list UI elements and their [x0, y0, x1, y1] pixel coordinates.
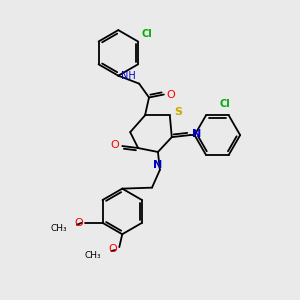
Text: Cl: Cl	[141, 28, 152, 38]
Text: O: O	[109, 244, 117, 254]
Text: S: S	[174, 107, 182, 117]
Text: O: O	[74, 218, 83, 228]
Text: N: N	[192, 129, 201, 139]
Text: Cl: Cl	[219, 99, 230, 110]
Text: O: O	[167, 89, 176, 100]
Text: NH: NH	[122, 70, 136, 81]
Text: N: N	[153, 160, 163, 170]
Text: CH₃: CH₃	[50, 224, 67, 233]
Text: CH₃: CH₃	[85, 250, 101, 260]
Text: O: O	[110, 140, 119, 150]
